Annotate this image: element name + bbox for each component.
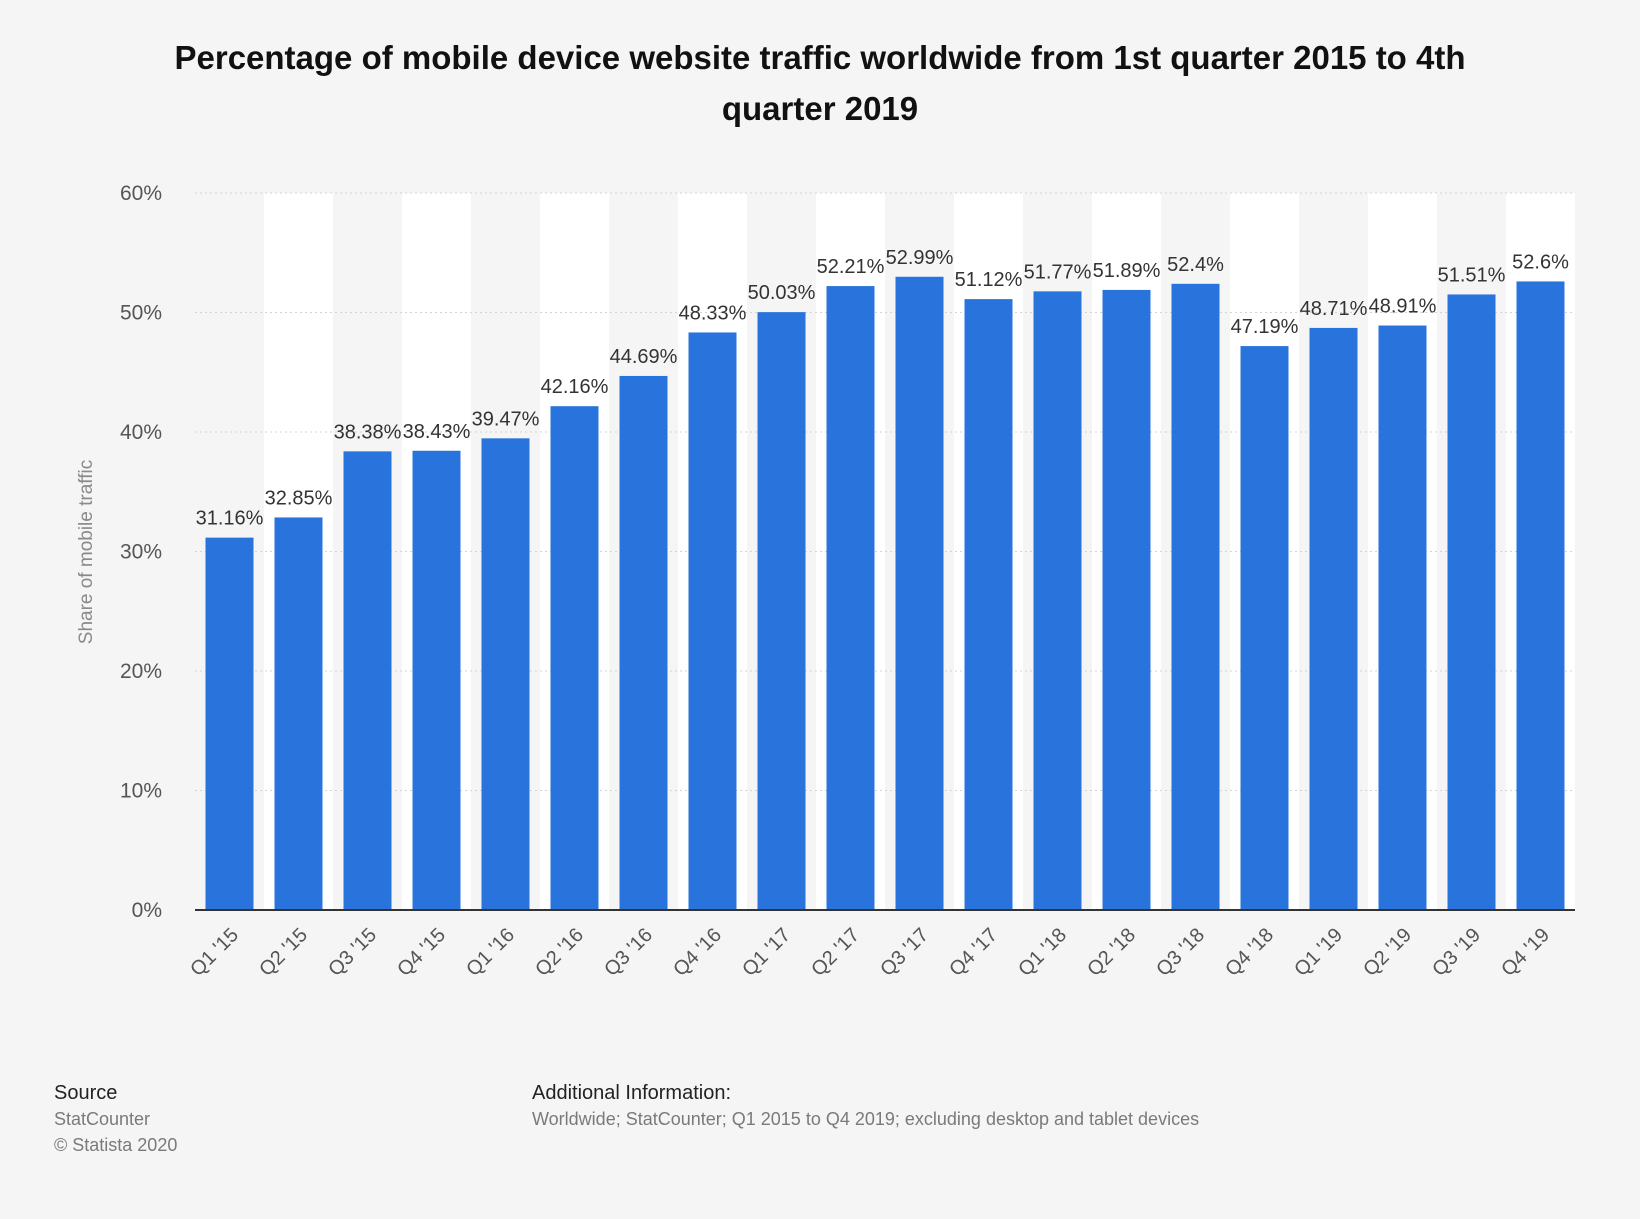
bar[interactable] <box>550 406 599 910</box>
x-tick-label: Q2 '18 <box>1083 924 1140 981</box>
x-tick-label: Q2 '17 <box>807 924 864 981</box>
x-tick-label: Q2 '16 <box>531 924 588 981</box>
x-tick-label: Q1 '15 <box>186 924 243 981</box>
additional-info-heading: Additional Information: <box>532 1082 732 1104</box>
x-tick-label: Q4 '18 <box>1221 924 1278 981</box>
bar[interactable] <box>1033 291 1082 910</box>
y-axis-ticks: 0% 10% 20% 30% 40% 50% 60% <box>120 182 162 922</box>
additional-info-block: Additional Information: Worldwide; StatC… <box>532 1080 1199 1132</box>
bar[interactable] <box>205 537 254 910</box>
x-tick-label: Q1 '17 <box>738 924 795 981</box>
bar[interactable] <box>757 312 806 911</box>
x-tick-label: Q3 '16 <box>600 924 657 981</box>
data-label: 52.99% <box>886 247 954 269</box>
bar[interactable] <box>826 286 875 910</box>
data-label: 38.38% <box>334 421 402 443</box>
bar[interactable] <box>412 450 461 910</box>
data-label: 51.51% <box>1438 264 1506 286</box>
y-tick-label: 50% <box>120 302 162 325</box>
data-label: 39.47% <box>472 408 540 430</box>
x-tick-label: Q1 '19 <box>1290 924 1347 981</box>
x-tick-label: Q2 '19 <box>1359 924 1416 981</box>
y-tick-label: 30% <box>120 541 162 564</box>
data-label: 44.69% <box>610 346 678 368</box>
x-tick-label: Q3 '15 <box>324 924 381 981</box>
bars <box>205 276 1565 911</box>
data-label: 52.21% <box>817 256 885 278</box>
bar[interactable] <box>1378 325 1427 910</box>
additional-info-text: Worldwide; StatCounter; Q1 2015 to Q4 20… <box>532 1109 1200 1129</box>
source-name[interactable]: StatCounter <box>54 1109 151 1129</box>
bar[interactable] <box>1447 294 1496 910</box>
data-label: 52.6% <box>1512 251 1569 273</box>
y-tick-label: 40% <box>120 421 162 444</box>
y-tick-label: 20% <box>120 660 162 683</box>
bar[interactable] <box>1309 327 1358 910</box>
bar[interactable] <box>619 375 668 911</box>
bar[interactable] <box>1516 281 1565 910</box>
data-label: 48.71% <box>1300 298 1368 320</box>
x-tick-label: Q3 '19 <box>1428 924 1485 981</box>
data-label: 50.03% <box>748 282 816 304</box>
data-label: 52.4% <box>1167 254 1224 276</box>
x-tick-label: Q3 '18 <box>1152 924 1209 981</box>
bar[interactable] <box>1240 346 1289 911</box>
chart-title: Percentage of mobile device website traf… <box>174 39 1466 127</box>
x-tick-label: Q3 '17 <box>876 924 933 981</box>
bar[interactable] <box>274 517 323 910</box>
x-tick-label: Q4 '15 <box>393 924 450 981</box>
x-tick-label: Q1 '18 <box>1014 924 1071 981</box>
x-tick-label: Q1 '16 <box>462 924 519 981</box>
bar[interactable] <box>688 332 737 910</box>
x-tick-label: Q2 '15 <box>255 924 312 981</box>
data-label: 31.16% <box>196 508 264 530</box>
data-label: 51.77% <box>1024 261 1092 283</box>
bar[interactable] <box>964 299 1013 911</box>
bar[interactable] <box>895 276 944 910</box>
data-label: 47.19% <box>1231 316 1299 338</box>
x-tick-label: Q4 '16 <box>669 924 726 981</box>
x-tick-label: Q4 '17 <box>945 924 1002 981</box>
x-axis-ticks: Q1 '15 Q2 '15 Q3 '15 Q4 '15 Q1 '16 Q2 '16 Q3 '… <box>186 924 1554 981</box>
source-block: Source StatCounter © Statista 2020 <box>54 1080 177 1158</box>
bar[interactable] <box>1171 283 1220 910</box>
bar[interactable] <box>481 438 530 910</box>
data-label: 48.33% <box>679 302 747 324</box>
y-tick-label: 0% <box>132 899 162 922</box>
data-label: 48.91% <box>1369 296 1437 318</box>
data-label: 51.12% <box>955 269 1023 291</box>
data-label: 32.85% <box>265 487 333 509</box>
data-labels: 31.16%32.85% 38.38% 38.43%39.47%42.16%44.6… <box>196 247 1569 530</box>
source-heading: Source <box>54 1082 118 1104</box>
bar[interactable] <box>343 451 392 910</box>
copyright-text: © Statista 2020 <box>54 1135 178 1155</box>
y-tick-label: 60% <box>120 182 162 205</box>
bar[interactable] <box>1102 289 1151 910</box>
x-tick-label: Q4 '19 <box>1497 924 1554 981</box>
data-label: 38.43% <box>403 421 471 443</box>
y-tick-label: 10% <box>120 780 162 803</box>
data-label: 51.89% <box>1093 260 1161 282</box>
data-label: 42.16% <box>541 376 609 398</box>
y-axis-title: Share of mobile traffic <box>76 460 97 644</box>
